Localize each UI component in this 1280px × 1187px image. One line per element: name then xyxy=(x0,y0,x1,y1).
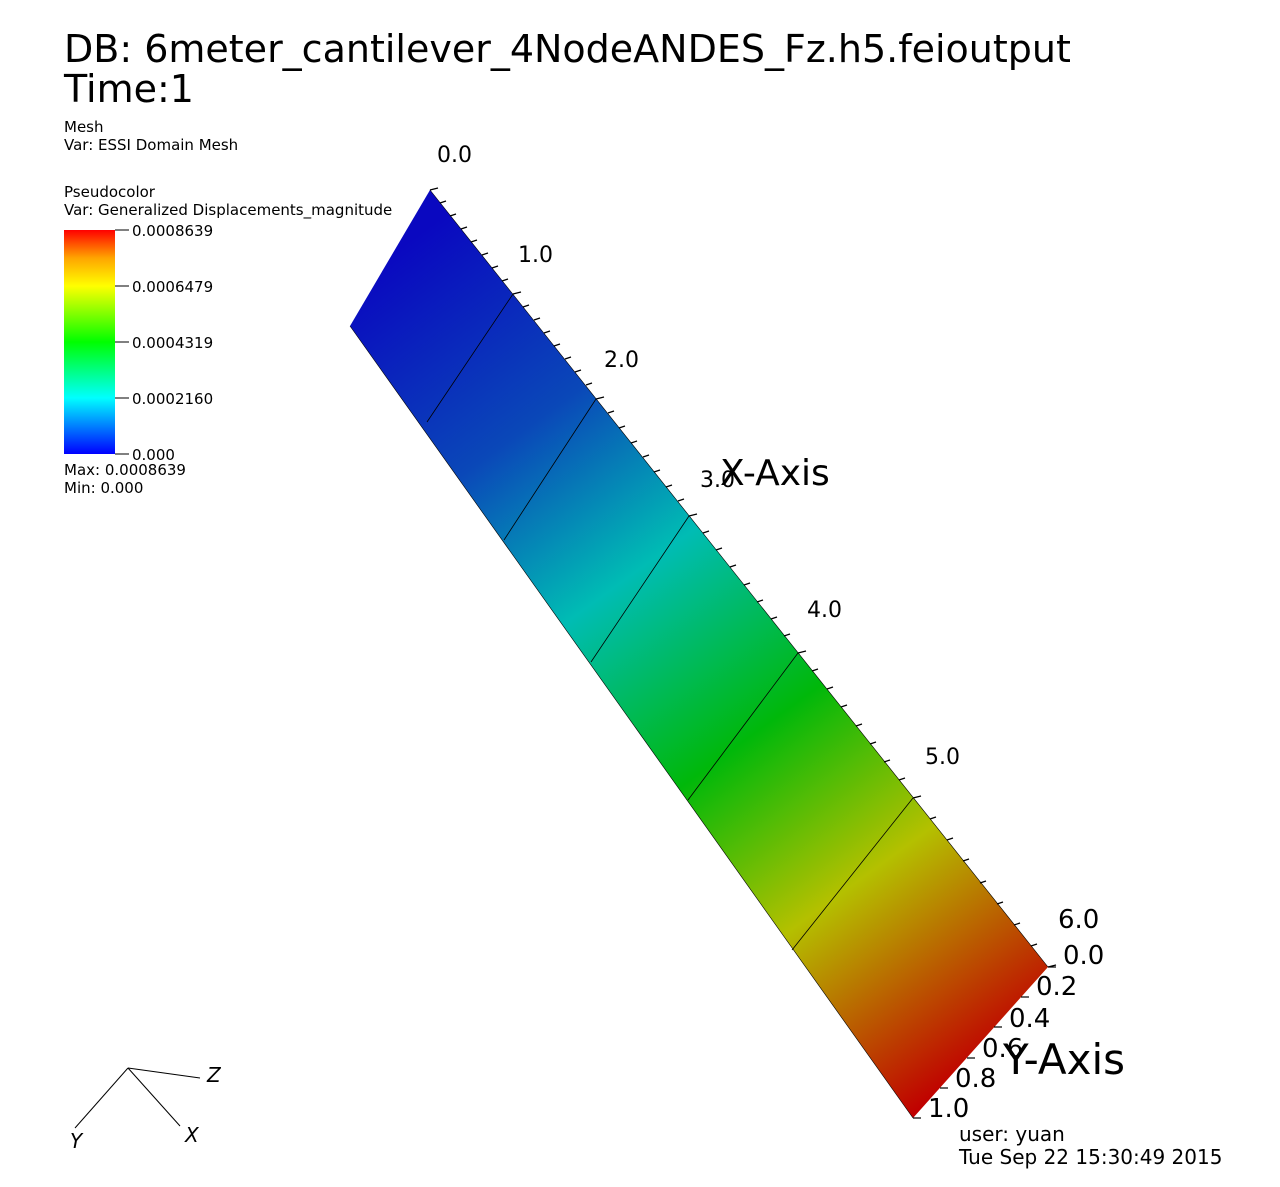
mesh-legend-name: Mesh xyxy=(64,118,104,136)
database-title: DB: 6meter_cantilever_4NodeANDES_Fz.h5.f… xyxy=(64,27,1071,71)
colorbar-tick-label: 0.0002160 xyxy=(132,390,213,408)
user-label: user: yuan xyxy=(959,1122,1065,1146)
triad-x-label: X xyxy=(184,1123,200,1147)
y-tick-label: 0.0 xyxy=(1063,941,1104,971)
triad-z-label: Z xyxy=(206,1063,222,1087)
beam-surface xyxy=(350,190,1048,1118)
legend-max: Max: 0.0008639 xyxy=(64,461,186,479)
x-tick-label: 0.0 xyxy=(437,143,472,168)
y-tick-label: 0.8 xyxy=(955,1064,996,1094)
mesh-legend-var: Var: ESSI Domain Mesh xyxy=(64,136,239,154)
legend-min: Min: 0.000 xyxy=(64,479,144,497)
x-tick-label: 4.0 xyxy=(807,598,842,623)
y-axis-ticks xyxy=(913,966,1056,1119)
x-tick-label: 2.0 xyxy=(604,348,639,373)
x-axis-ticks xyxy=(429,187,1057,968)
pseudocolor-legend-name: Pseudocolor xyxy=(64,183,155,201)
x-tick-label: 1.0 xyxy=(518,243,553,268)
colorbar-tick-label: 0.0008639 xyxy=(132,222,213,240)
triad-y-label: Y xyxy=(70,1129,84,1153)
y-tick-label: 0.6 xyxy=(982,1034,1023,1064)
color-bar xyxy=(64,230,115,454)
mesh-lines xyxy=(349,189,1049,1119)
time-label: Time:1 xyxy=(64,67,194,111)
x-tick-label: 5.0 xyxy=(925,745,960,770)
colorbar-tick-label: 0.0006479 xyxy=(132,278,213,296)
x-tick-label: 3.0 xyxy=(700,468,735,493)
y-axis-title: Y-Axis xyxy=(1002,1035,1125,1084)
y-tick-label: 1.0 xyxy=(928,1094,969,1124)
pseudocolor-legend-var: Var: Generalized Displacements_magnitude xyxy=(64,201,393,219)
colorbar-tick-label: 0.0004319 xyxy=(132,334,213,352)
y-tick-label: 0.4 xyxy=(1009,1004,1050,1034)
x-axis-title: X-Axis xyxy=(720,453,830,494)
y-tick-label: 0.2 xyxy=(1036,972,1077,1002)
colorbar-tick-label: 0.000 xyxy=(132,446,175,464)
x-tick-label: 6.0 xyxy=(1058,905,1099,935)
colorbar-ticks xyxy=(115,229,129,455)
orientation-triad xyxy=(74,1067,201,1129)
date-label: Tue Sep 22 15:30:49 2015 xyxy=(959,1145,1223,1169)
